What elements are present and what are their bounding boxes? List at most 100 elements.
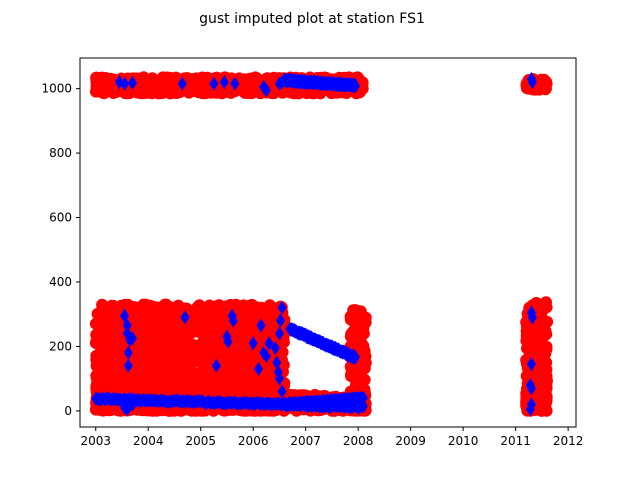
- blue-data-point: [525, 402, 535, 417]
- blue-data-point: [277, 75, 287, 90]
- red-data-point: [111, 374, 124, 387]
- red-data-point: [189, 85, 202, 97]
- red-data-point: [141, 371, 154, 384]
- x-tick-label: 2007: [290, 434, 321, 448]
- blue-data-point: [223, 334, 233, 349]
- red-data-point: [98, 83, 111, 96]
- red-data-point: [139, 74, 152, 87]
- blue-data-point: [253, 361, 263, 376]
- red-data-point: [538, 340, 550, 353]
- axes-frame: [79, 57, 577, 428]
- red-data-point: [230, 298, 242, 311]
- red-data-point: [344, 310, 357, 323]
- blue-data-point: [527, 310, 537, 325]
- blue-data-point: [248, 336, 258, 351]
- red-data-point: [180, 347, 193, 359]
- blue-data-point: [526, 381, 536, 396]
- red-data-point: [100, 313, 113, 326]
- red-data-point: [193, 300, 205, 313]
- red-data-point: [155, 336, 168, 349]
- red-data-point: [520, 319, 533, 332]
- red-data-point: [197, 310, 210, 323]
- red-data-point: [224, 362, 237, 374]
- red-data-point: [112, 342, 124, 355]
- blue-data-point: [277, 384, 287, 399]
- red-data-point: [146, 310, 158, 323]
- x-tick-label: 2009: [395, 434, 426, 448]
- red-data-point: [90, 349, 103, 362]
- y-tick-label: 200: [49, 339, 72, 353]
- blue-data-point: [228, 313, 238, 328]
- red-data-point: [148, 326, 161, 339]
- red-data-point: [189, 345, 202, 358]
- blue-data-point: [127, 397, 137, 412]
- x-tick-label: 2003: [80, 434, 111, 448]
- red-data-point: [163, 77, 176, 90]
- blue-data-point: [358, 390, 368, 405]
- red-data-point: [168, 340, 181, 353]
- red-data-point: [344, 330, 357, 343]
- red-data-point: [240, 73, 253, 86]
- blue-data-point: [123, 345, 133, 360]
- red-data-point: [160, 324, 173, 337]
- x-tick-label: 2012: [553, 434, 584, 448]
- y-tick-label: 800: [49, 146, 72, 160]
- red-data-point: [349, 368, 362, 381]
- y-tick-label: 600: [49, 211, 72, 225]
- blue-data-point: [180, 310, 190, 325]
- red-data-point: [134, 347, 147, 360]
- blue-data-point: [526, 71, 536, 86]
- blue-data-point: [261, 83, 271, 98]
- red-data-point: [109, 323, 122, 336]
- blue-data-point: [261, 349, 271, 364]
- x-axis: 2003 2004 2005 2006 2007 2008 2009 2010 2011 2012: [80, 427, 583, 448]
- red-data-point: [206, 321, 219, 334]
- blue-data-point: [209, 76, 219, 91]
- red-data-point: [148, 349, 161, 361]
- red-data-point: [176, 324, 189, 336]
- red-data-point: [357, 327, 370, 340]
- red-data-point: [205, 352, 218, 365]
- red-data-point: [538, 398, 550, 411]
- blue-data-point: [127, 75, 137, 90]
- red-data-point: [104, 349, 117, 362]
- red-data-point: [145, 362, 158, 375]
- blue-data-point: [274, 326, 284, 341]
- blue-data-point: [211, 358, 221, 373]
- blue-data-point: [120, 76, 130, 91]
- red-data-point: [254, 372, 267, 384]
- blue-data-point: [288, 73, 298, 88]
- x-tick-label: 2011: [500, 434, 531, 448]
- blue-data-point: [123, 358, 133, 373]
- red-data-point: [177, 377, 190, 389]
- red-data-point: [536, 298, 549, 311]
- red-data-point: [238, 371, 251, 384]
- red-data-point: [188, 319, 201, 332]
- series-blue-points: [91, 71, 537, 417]
- x-tick-label: 2008: [343, 434, 374, 448]
- blue-data-point: [256, 318, 266, 333]
- blue-data-point: [275, 313, 285, 328]
- red-data-point: [128, 301, 141, 314]
- x-tick-label: 2006: [238, 434, 269, 448]
- x-tick-label: 2005: [185, 434, 216, 448]
- red-data-point: [99, 324, 112, 337]
- blue-data-point: [219, 75, 229, 90]
- red-data-point: [250, 301, 263, 314]
- red-data-point: [537, 383, 550, 396]
- blue-data-point: [230, 76, 240, 91]
- red-data-point: [211, 343, 224, 356]
- blue-data-point: [122, 318, 132, 333]
- red-data-point: [248, 386, 261, 399]
- blue-data-point: [177, 76, 187, 91]
- red-data-point: [294, 86, 306, 99]
- chart-title: gust imputed plot at station FS1: [199, 11, 425, 27]
- red-data-point: [144, 299, 157, 312]
- red-data-point: [167, 360, 180, 373]
- red-data-point: [524, 348, 537, 361]
- blue-data-point: [351, 79, 361, 94]
- red-data-point: [127, 373, 140, 386]
- red-data-point: [136, 331, 149, 344]
